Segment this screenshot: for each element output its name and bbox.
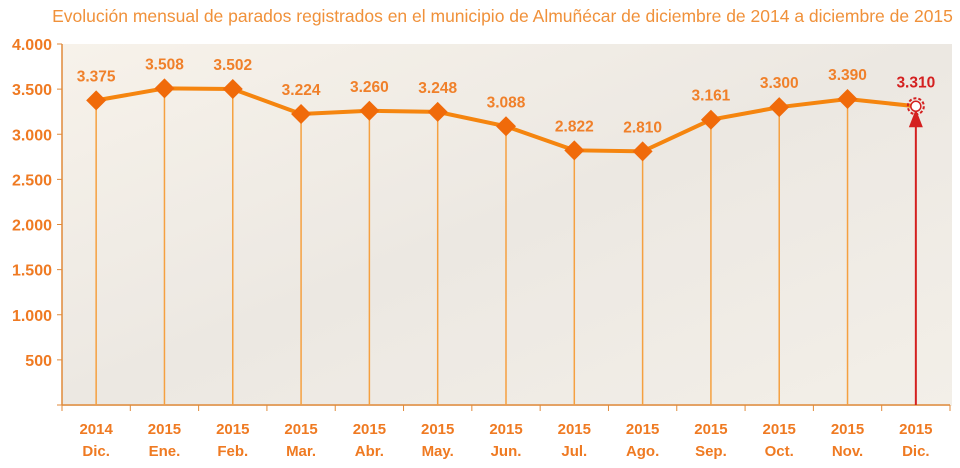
data-point-marker [359, 100, 380, 121]
x-tick-label-month: Feb. [217, 443, 248, 460]
data-label: 3.375 [77, 68, 116, 85]
data-label: 3.161 [692, 88, 731, 105]
x-tick-label-year: 2015 [626, 421, 659, 438]
x-tick-label-year: 2015 [216, 421, 249, 438]
data-point-marker [291, 104, 312, 125]
data-label: 3.508 [145, 56, 184, 73]
highlight-burst-marker [906, 97, 925, 116]
x-tick-label-year: 2014 [79, 421, 113, 438]
x-tick-label-month: Dic. [82, 443, 110, 460]
x-tick-label-month: Oct. [765, 443, 794, 460]
data-label: 2.822 [555, 118, 594, 135]
x-tick-label-year: 2015 [353, 421, 386, 438]
x-tick-label-month: Dic. [902, 443, 930, 460]
data-point-marker [769, 97, 790, 118]
x-tick-label-year: 2015 [558, 421, 591, 438]
y-tick-label: 2.000 [12, 218, 52, 235]
x-tick-label-year: 2015 [831, 421, 864, 438]
x-tick-label-month: Jul. [561, 443, 587, 460]
x-tick-label-year: 2015 [694, 421, 727, 438]
x-tick-label-month: Ene. [149, 443, 181, 460]
data-point-marker [496, 116, 516, 137]
data-label: 3.088 [487, 94, 526, 111]
x-tick-label-year: 2015 [489, 421, 522, 438]
x-tick-label-month: Nov. [832, 443, 863, 460]
x-tick-label-year: 2015 [148, 421, 181, 438]
y-tick-label: 2.500 [12, 172, 52, 189]
x-tick-label-month: Jun. [491, 443, 522, 460]
data-point-marker [564, 140, 585, 161]
data-point-marker [154, 78, 175, 99]
highlight-arrow-marker [908, 109, 923, 128]
y-tick-label: 1.500 [12, 263, 52, 280]
x-tick-label-month: Mar. [286, 443, 316, 460]
x-tick-label-year: 2015 [763, 421, 796, 438]
data-label: 3.390 [828, 67, 867, 84]
y-tick-label: 4.000 [12, 37, 52, 54]
x-tick-label-month: Sep. [695, 443, 727, 460]
data-label: 3.310 [896, 74, 935, 91]
y-tick-label: 1.000 [12, 308, 52, 325]
x-tick-label-year: 2015 [421, 421, 454, 438]
y-tick-label: 3.500 [12, 82, 52, 99]
data-point-marker [222, 78, 243, 99]
x-tick-label-month: Ago. [626, 443, 659, 460]
x-tick-label-month: May. [422, 443, 454, 460]
data-label: 3.502 [213, 57, 252, 74]
y-tick-label: 500 [25, 353, 52, 370]
chart-title: Evolución mensual de parados registrados… [52, 6, 953, 26]
data-label: 3.300 [760, 75, 799, 92]
data-point-marker [700, 109, 721, 130]
x-tick-label-month: Abr. [355, 443, 384, 460]
y-tick-label: 3.000 [12, 127, 52, 144]
data-label: 3.224 [282, 82, 321, 99]
x-tick-label-year: 2015 [899, 421, 932, 438]
highlight-point-marker [910, 100, 922, 113]
data-point-marker [86, 90, 107, 111]
data-point-marker [837, 89, 858, 110]
data-label: 3.260 [350, 79, 389, 96]
data-label: 2.810 [623, 119, 662, 136]
data-label: 3.248 [418, 80, 457, 97]
data-point-marker [632, 141, 653, 162]
x-tick-label-year: 2015 [284, 421, 317, 438]
data-point-marker [427, 101, 448, 122]
